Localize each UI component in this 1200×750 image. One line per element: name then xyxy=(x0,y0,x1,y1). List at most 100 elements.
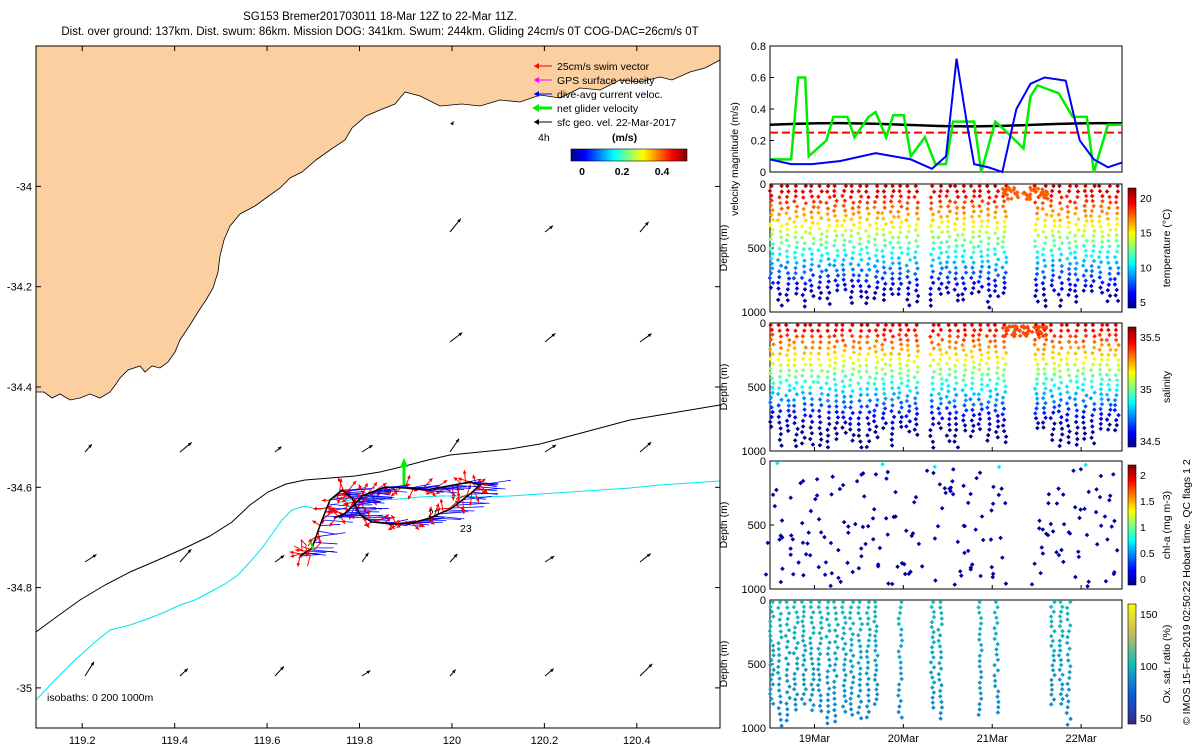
oxygen-point xyxy=(783,656,789,661)
temperature-point xyxy=(1040,206,1045,212)
chl-point xyxy=(916,541,922,547)
salinity-point xyxy=(771,342,776,347)
salinity-point xyxy=(1113,337,1119,343)
oxygen-point xyxy=(1066,699,1071,704)
salinity-point xyxy=(907,429,912,434)
salinity-point xyxy=(840,327,845,333)
map-panel: 119.2 119.4 119.6 119.8 120 120.2 120.4 -34-34… xyxy=(7,45,721,747)
chl-point xyxy=(1056,552,1062,558)
temperature-point xyxy=(1050,273,1056,278)
salinity-point xyxy=(775,391,781,397)
temperature-point xyxy=(971,285,976,291)
oxygen-point xyxy=(866,643,871,649)
salinity-point xyxy=(947,339,952,344)
salinity-point xyxy=(1035,420,1041,426)
salinity-point xyxy=(851,350,857,355)
chl-point xyxy=(1107,493,1113,499)
salinity-point xyxy=(889,397,895,402)
salinity-point xyxy=(859,445,864,450)
salinity-point xyxy=(897,332,902,337)
salinity-point xyxy=(937,371,943,377)
oxygen-point xyxy=(769,609,775,614)
salinity-point xyxy=(873,376,878,381)
salinity-point xyxy=(825,351,831,357)
temperature-point xyxy=(783,265,789,270)
oxygen-point xyxy=(770,701,776,706)
chl-point xyxy=(1048,521,1054,527)
salinity-point xyxy=(1108,407,1113,412)
salinity-point xyxy=(803,345,809,350)
salinity-point xyxy=(961,413,966,418)
temperature-point xyxy=(960,275,965,281)
salinity-point xyxy=(897,322,902,328)
salinity-point xyxy=(1114,422,1120,428)
salinity-point xyxy=(1098,421,1104,427)
salinity-point xyxy=(1100,322,1105,328)
salinity-point xyxy=(787,337,792,343)
swim-vector xyxy=(383,517,391,524)
map-x-ticks: 119.2 119.4 119.6 119.8 120 120.2 120.4 xyxy=(69,46,651,747)
temperature-point xyxy=(827,301,833,307)
swim-vector xyxy=(434,479,448,489)
oxygen-point xyxy=(776,652,782,658)
temperature-point xyxy=(1033,222,1039,227)
temperature-point xyxy=(1104,189,1110,194)
chl-point xyxy=(865,523,871,529)
salinity-point xyxy=(955,328,961,334)
salinity-point xyxy=(1106,327,1111,333)
oxygen-point xyxy=(784,644,790,650)
oxygen-point xyxy=(977,658,983,664)
salinity-point xyxy=(1099,352,1105,357)
chl-point xyxy=(791,571,796,577)
temperature-point xyxy=(1057,303,1063,309)
oxygen-colorbar xyxy=(1127,603,1137,725)
dac-vector xyxy=(367,490,397,494)
chl-colorbar-tick: 2 xyxy=(1140,470,1146,482)
oxygen-point xyxy=(800,638,806,644)
salinity-point xyxy=(1048,415,1053,421)
temperature-point xyxy=(1105,216,1111,222)
salinity-point xyxy=(810,442,816,447)
chl-point xyxy=(943,490,948,496)
salinity-point xyxy=(1072,396,1078,402)
salinity-point xyxy=(1049,339,1055,344)
chl-point xyxy=(942,486,948,491)
chl-colorbar-tick: 1 xyxy=(1140,522,1146,534)
temperature-point xyxy=(1115,298,1121,304)
salinity-point xyxy=(1001,406,1007,412)
salinity-point xyxy=(1098,426,1104,432)
salinity-point xyxy=(769,327,775,333)
salinity-point xyxy=(791,340,797,345)
temperature-point xyxy=(1105,249,1111,255)
temperature-point xyxy=(985,299,991,304)
salinity-point xyxy=(1089,435,1094,441)
swim-vector xyxy=(407,488,414,500)
temperature-point xyxy=(1082,208,1088,214)
temperature-point xyxy=(1038,192,1044,197)
dac-vector xyxy=(362,514,384,517)
oxygen-point xyxy=(874,667,879,673)
salinity-point xyxy=(858,328,864,334)
time-x-tick-label: 21Mar xyxy=(977,733,1009,745)
temperature-point xyxy=(1074,294,1079,299)
salinity-point xyxy=(984,361,989,366)
oxygen-point xyxy=(841,646,846,652)
dac-vector xyxy=(360,497,392,499)
temperature-point xyxy=(938,271,943,276)
oxygen-point xyxy=(1057,667,1063,673)
salinity-point xyxy=(776,357,781,362)
salinity-point xyxy=(827,404,832,409)
salinity-point xyxy=(785,347,791,353)
oxygen-point xyxy=(1068,599,1073,605)
salinity-point xyxy=(793,443,799,449)
chl-point xyxy=(1054,549,1059,555)
salinity-colorbar xyxy=(1127,326,1137,448)
salinity-point xyxy=(930,439,936,445)
salinity-point xyxy=(867,328,872,334)
salinity-point xyxy=(987,427,992,432)
temperature-point xyxy=(995,272,1001,278)
salinity-point xyxy=(792,386,797,391)
salinity-point xyxy=(857,363,863,369)
oxygen-point xyxy=(931,705,936,710)
chl-point xyxy=(951,467,956,472)
